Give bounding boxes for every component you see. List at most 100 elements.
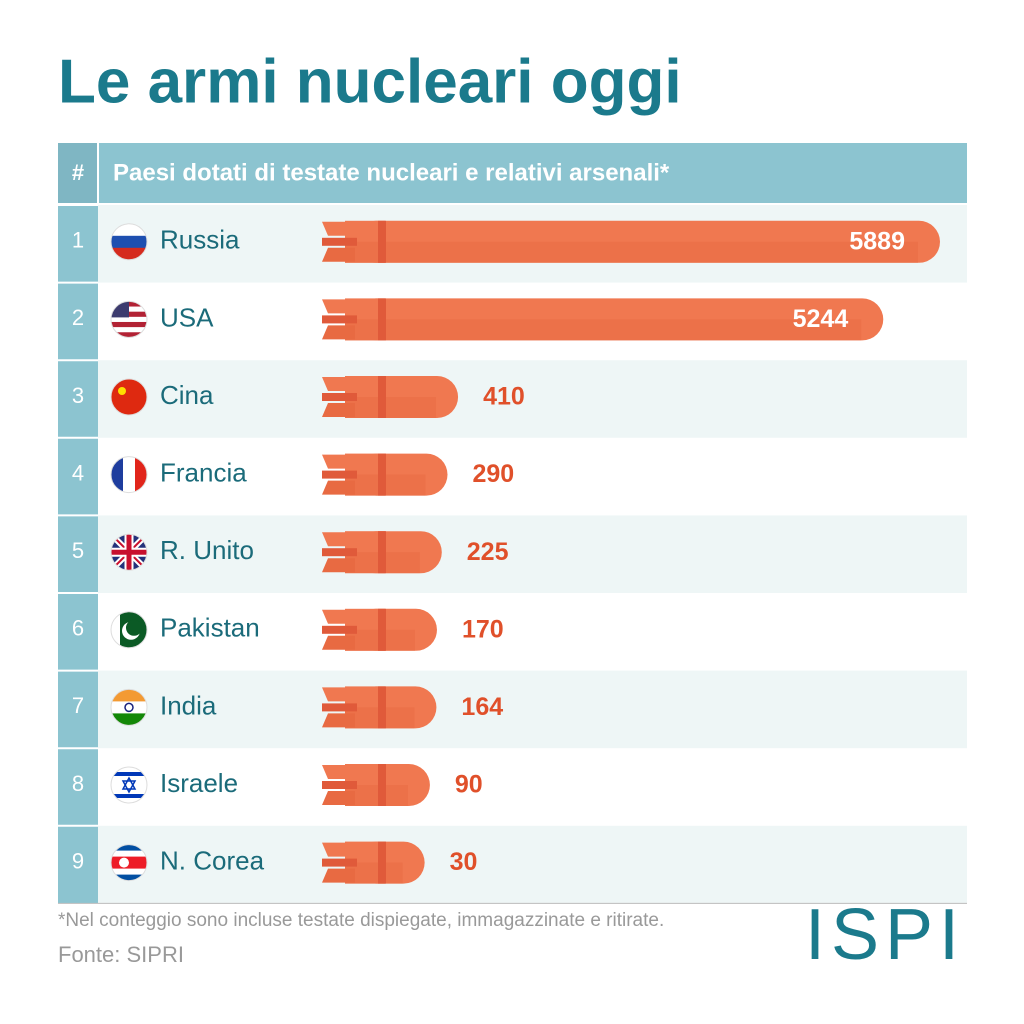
value-label: 164 [461, 693, 503, 721]
rank-cell [58, 515, 98, 593]
bomb-fin [322, 868, 355, 883]
flag-part [111, 794, 147, 798]
rank: 2 [72, 305, 84, 330]
bomb-fin [322, 247, 355, 262]
value-label: 5244 [793, 305, 849, 333]
rank: 3 [72, 383, 84, 408]
flag-part [118, 387, 126, 395]
flag-part [111, 689, 147, 702]
row-band [98, 825, 967, 904]
flag-rim [110, 844, 148, 882]
rank: 1 [72, 228, 84, 253]
country: Cina [160, 380, 214, 410]
bomb-fin-mid [322, 858, 357, 867]
bomb-fin [322, 377, 355, 391]
bomb-shade [345, 785, 408, 806]
bomb-fin [322, 713, 355, 728]
country: Israele [160, 768, 238, 798]
bomb-band [378, 531, 386, 574]
rank: 8 [72, 771, 84, 796]
flag-part [111, 701, 147, 714]
bomb-band [378, 686, 386, 729]
flag-part [111, 332, 147, 338]
flag-part [111, 247, 147, 260]
flag-part [111, 223, 147, 237]
value-label: 290 [473, 460, 515, 488]
rank-header: # [72, 160, 84, 185]
flag [111, 534, 147, 571]
bomb-fin-mid [322, 237, 357, 246]
flag-part [111, 850, 147, 858]
flag-part [111, 874, 147, 881]
bomb-shade [345, 241, 918, 263]
flag-part [135, 456, 147, 493]
bomb-band [378, 841, 386, 884]
bomb-shade [345, 397, 437, 418]
country: USA [160, 302, 214, 332]
flag [111, 301, 147, 338]
country: Pakistan [160, 613, 260, 643]
bomb-band [378, 608, 386, 651]
flag-rim [110, 766, 148, 804]
logo: ISPI [805, 895, 965, 975]
bomb-fin [322, 454, 355, 469]
rank-cell [58, 825, 98, 904]
bomb-fin-mid [322, 625, 357, 634]
bomb-fin [322, 791, 355, 805]
header-band [58, 143, 967, 203]
flag-rim [110, 378, 148, 416]
rank-cell [58, 282, 98, 361]
flag-part [111, 235, 147, 249]
bomb-band [378, 220, 386, 263]
flag-part [119, 857, 129, 868]
value-label: 30 [450, 848, 478, 876]
rank-cell [58, 437, 98, 516]
bomb-fin [322, 842, 355, 857]
country: India [160, 690, 217, 720]
flag [111, 844, 147, 881]
flag [111, 379, 147, 415]
rank: 7 [72, 693, 84, 718]
rank-cell [58, 670, 98, 749]
flag-rim [110, 223, 148, 261]
flag [111, 611, 147, 648]
bomb-band [378, 764, 386, 806]
bomb-fin [322, 558, 355, 573]
rank-cell [58, 205, 98, 283]
flag-part [121, 776, 137, 794]
source: Fonte: SIPRI [58, 942, 184, 967]
bomb-fin-mid [322, 315, 357, 324]
rank-cell [58, 748, 98, 826]
bomb-fin [322, 299, 355, 314]
flag-rim [110, 456, 148, 494]
value-label: 410 [483, 383, 525, 411]
bomb-fin [322, 221, 355, 236]
bomb-shade [345, 319, 862, 341]
bomb-fin [322, 532, 355, 547]
bomb-fin [322, 635, 355, 650]
bomb-band [378, 376, 386, 418]
flag [111, 456, 147, 493]
flag [111, 689, 147, 726]
row-band [98, 360, 967, 438]
bomb-band [378, 298, 386, 341]
flag [111, 223, 147, 260]
flag [111, 767, 147, 803]
value-label: 225 [467, 538, 509, 566]
flag-rim [110, 688, 148, 726]
value-label: 90 [455, 771, 483, 799]
flag-part [111, 456, 124, 493]
flag-part [111, 868, 147, 876]
flag-part [111, 534, 147, 571]
flag-part [111, 327, 147, 333]
flag-rim [110, 533, 148, 571]
flag-part [111, 611, 120, 648]
bomb-fin-mid [322, 781, 357, 789]
flag-part [111, 321, 147, 328]
flag-part [111, 856, 147, 864]
rank: 4 [72, 460, 84, 485]
flag-part [111, 844, 147, 852]
header-text: Paesi dotati di testate nucleari e relat… [113, 159, 670, 186]
flag-part [111, 316, 147, 323]
value-label: 170 [462, 615, 504, 643]
